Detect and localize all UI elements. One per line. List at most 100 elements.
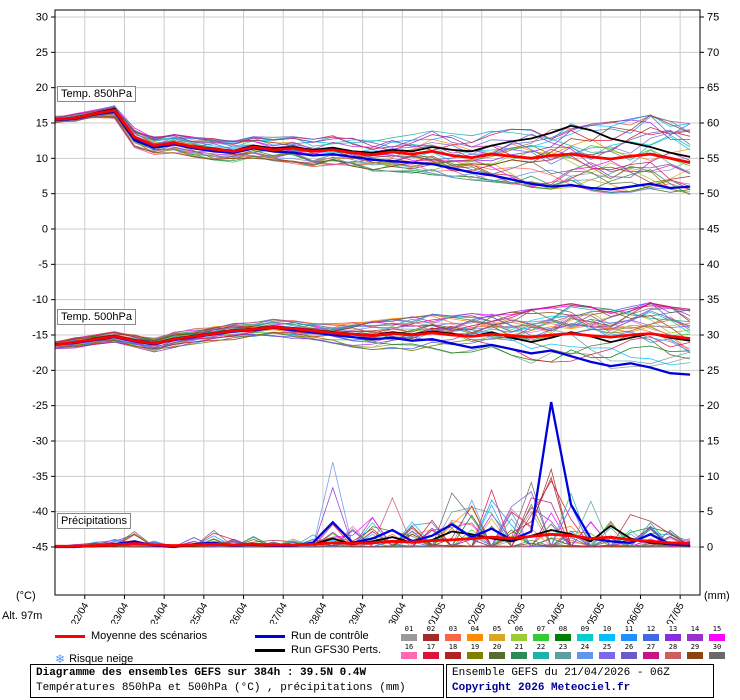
pert-member-10: 10 — [596, 626, 618, 641]
pert-number: 25 — [602, 643, 612, 651]
pert-number: 14 — [690, 625, 700, 633]
right-axis-tick-label: 45 — [707, 224, 719, 236]
pert-color-chip — [577, 634, 593, 641]
pert-number: 01 — [404, 625, 414, 633]
legend-gfs-label: Run GFS — [291, 644, 337, 656]
member-line — [54, 106, 691, 187]
left-axis-tick-label: 10 — [36, 153, 48, 165]
pert-member-09: 09 — [574, 626, 596, 641]
member-line — [54, 319, 691, 352]
right-axis-tick-label: 75 — [707, 12, 719, 24]
x-axis-tick-label: 30/04 — [387, 601, 409, 624]
legend-mean-label: Moyenne des scénarios — [91, 630, 208, 642]
left-axis-tick-label: -45 — [32, 542, 48, 554]
left-axis-tick-label: -5 — [38, 259, 48, 271]
pert-member-08: 08 — [552, 626, 574, 641]
right-axis-tick-label: 25 — [707, 365, 719, 377]
legend: Moyenne des scénarios Run de contrôle Ru… — [0, 624, 740, 666]
pert-member-03: 03 — [442, 626, 464, 641]
diagram-title: Diagramme des ensembles GEFS sur 384h : … — [36, 667, 367, 679]
x-axis-tick-label: 05/05 — [585, 601, 607, 624]
pert-color-chip — [709, 634, 725, 641]
pert-color-chip — [599, 634, 615, 641]
left-axis-tick-label: 20 — [36, 82, 48, 94]
pert-color-chip — [621, 634, 637, 641]
right-axis-tick-label: 5 — [707, 506, 713, 518]
pert-number: 18 — [448, 643, 458, 651]
x-axis-tick-label: 03/05 — [506, 601, 528, 624]
pert-member-29: 29 — [684, 644, 706, 659]
pert-number: 17 — [426, 643, 436, 651]
pert-member-19: 19 — [464, 644, 486, 659]
pert-color-chip — [599, 652, 615, 659]
legend-snow-label: Risque neige — [69, 652, 134, 665]
pert-number: 02 — [426, 625, 436, 633]
pert-member-12: 12 — [640, 626, 662, 641]
pert-color-chip — [423, 652, 439, 659]
control-line-swatch — [255, 634, 285, 638]
left-axis-tick-label: 5 — [42, 188, 48, 200]
pert-member-04: 04 — [464, 626, 486, 641]
left-axis-tick-label: 0 — [42, 224, 48, 236]
right-axis-tick-label: 35 — [707, 294, 719, 306]
pert-number: 28 — [668, 643, 678, 651]
pert-row-2: 16 17 18 19 20 21 22 23 24 25 26 27 28 29 30 — [398, 644, 728, 662]
pert-member-13: 13 — [662, 626, 684, 641]
pert-member-27: 27 — [640, 644, 662, 659]
pert-number: 09 — [580, 625, 590, 633]
mean-line — [54, 325, 691, 347]
member-line — [54, 107, 691, 151]
member-line — [54, 315, 691, 344]
pert-color-chip — [555, 634, 571, 641]
pert-number: 23 — [558, 643, 568, 651]
pert-number: 16 — [404, 643, 414, 651]
legend-control-label: Run de contrôle — [291, 630, 369, 642]
x-axis-tick-label: 24/04 — [149, 601, 171, 624]
pert-number: 06 — [514, 625, 524, 633]
pert-number: 26 — [624, 643, 634, 651]
left-axis-tick-label: 30 — [36, 12, 48, 24]
mean-line-swatch — [55, 634, 85, 638]
right-axis-unit: (mm) — [704, 590, 730, 602]
ensemble-chart-canvas: 302520151050-5-10-15-20-25-30-35-40-4575… — [32, 9, 719, 624]
footer: Diagramme des ensembles GEFS sur 384h : … — [30, 664, 714, 698]
right-axis-tick-label: 60 — [707, 118, 719, 130]
pert-number: 05 — [492, 625, 502, 633]
right-axis-tick-label: 50 — [707, 188, 719, 200]
pert-color-chip — [533, 652, 549, 659]
panel-label-precip: Précipitations — [57, 513, 132, 529]
x-axis-tick-label: 06/05 — [625, 601, 647, 624]
left-axis-tick-label: -20 — [32, 365, 48, 377]
left-axis-tick-label: -15 — [32, 330, 48, 342]
right-axis-tick-label: 0 — [707, 542, 713, 554]
pert-member-01: 01 — [398, 626, 420, 641]
right-axis-tick-label: 30 — [707, 330, 719, 342]
member-line — [54, 114, 691, 171]
footer-run-box: Ensemble GEFS du 21/04/2026 - 06Z Copyri… — [446, 664, 714, 698]
pert-color-chip — [511, 634, 527, 641]
legend-perts-label: 30 Perts. — [337, 644, 382, 656]
x-axis-tick-label: 07/05 — [665, 601, 687, 624]
pert-color-chip — [665, 634, 681, 641]
copyright-text: Copyright 2026 Meteociel.fr — [452, 682, 631, 694]
right-axis-tick-label: 70 — [707, 47, 719, 59]
right-axis-tick-label: 10 — [707, 471, 719, 483]
pert-member-02: 02 — [420, 626, 442, 641]
pert-color-chip — [489, 652, 505, 659]
pert-color-chip — [445, 652, 461, 659]
pert-color-chip — [401, 634, 417, 641]
pert-number: 20 — [492, 643, 502, 651]
pert-member-11: 11 — [618, 626, 640, 641]
pert-member-16: 16 — [398, 644, 420, 659]
legend-snow: ❄ Risque neige — [55, 652, 133, 666]
x-axis-tick-label: 22/04 — [69, 601, 91, 624]
pert-color-chip — [577, 652, 593, 659]
left-axis-tick-label: -35 — [32, 471, 48, 483]
pert-member-06: 06 — [508, 626, 530, 641]
pert-member-26: 26 — [618, 644, 640, 659]
pert-number: 19 — [470, 643, 480, 651]
pert-number: 27 — [646, 643, 656, 651]
pert-member-05: 05 — [486, 626, 508, 641]
pert-color-chip — [665, 652, 681, 659]
